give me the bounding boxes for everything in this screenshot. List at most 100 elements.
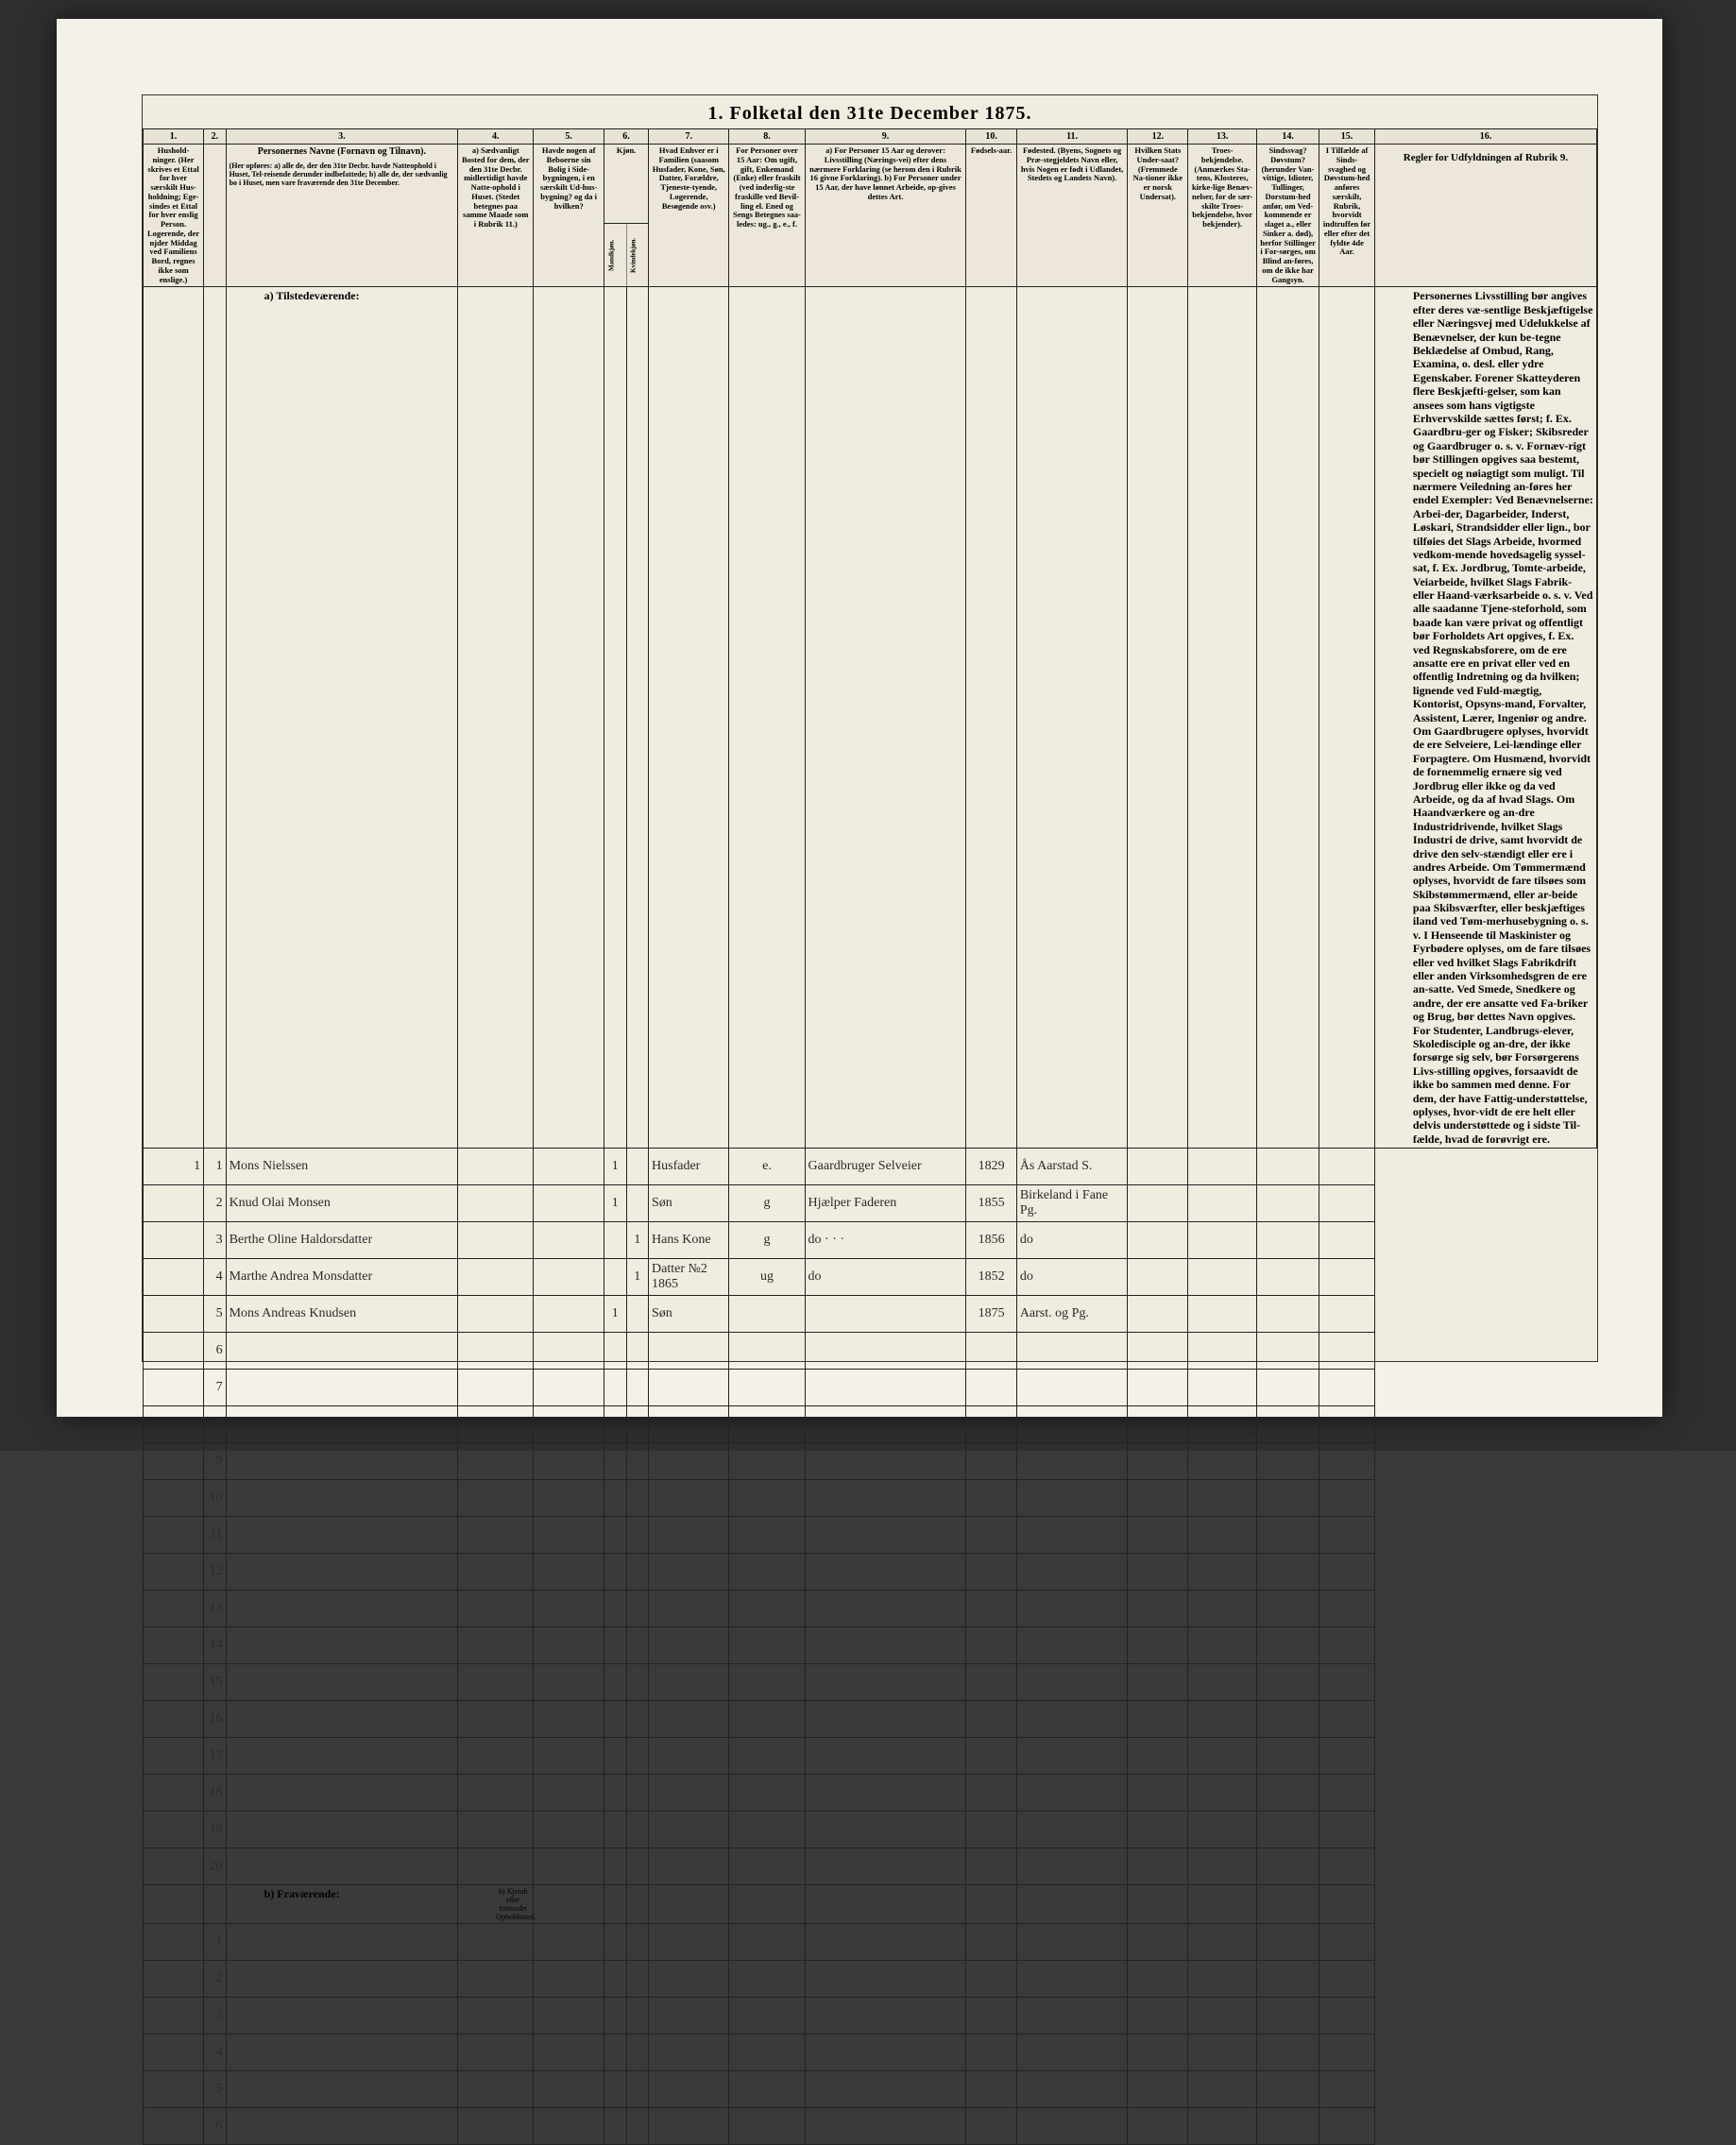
cell-9	[805, 1443, 966, 1480]
cell-11	[1016, 1370, 1127, 1406]
cell-4	[458, 1701, 534, 1738]
scanned-page: 1. Folketal den 31te December 1875.	[57, 19, 1662, 1417]
row-num: 2	[204, 1961, 226, 1998]
household-num	[144, 1812, 204, 1848]
row-num: 14	[204, 1627, 226, 1664]
colnum-16: 16.	[1374, 129, 1596, 145]
table-row: 13	[144, 1591, 1597, 1627]
cell-6a	[604, 1848, 626, 1885]
person-name	[226, 1775, 458, 1812]
cell-9	[805, 1738, 966, 1775]
cell-11	[1016, 1480, 1127, 1517]
cell-13	[1188, 1480, 1257, 1517]
cell-12	[1128, 1701, 1188, 1738]
cell-8	[729, 1406, 805, 1443]
cell-5	[534, 1775, 604, 1812]
cell-8	[729, 1701, 805, 1738]
table-row: 5Mons Andreas Knudsen1Søn1875Aarst. og P…	[144, 1296, 1597, 1333]
row-num: 1	[204, 1149, 226, 1185]
row-num: 8	[204, 1406, 226, 1443]
table-row: 16	[144, 1701, 1597, 1738]
cell-4	[458, 1259, 534, 1296]
cell-6a	[604, 1517, 626, 1554]
header-10: Fødsels-aar.	[966, 145, 1016, 287]
cell-15	[1319, 1627, 1375, 1664]
cell-6a	[604, 1406, 626, 1443]
cell-13	[1188, 1738, 1257, 1775]
cell-14	[1256, 1222, 1319, 1259]
cell-7	[649, 1443, 729, 1480]
cell-9	[805, 1517, 966, 1554]
cell-4	[458, 1738, 534, 1775]
header-9: a) For Personer 15 Aar og derover: Livss…	[805, 145, 966, 287]
cell-13	[1188, 1664, 1257, 1701]
cell-9	[805, 1333, 966, 1370]
cell-13	[1188, 1296, 1257, 1333]
cell-13	[1188, 1406, 1257, 1443]
person-name: Berthe Oline Haldorsdatter	[226, 1222, 458, 1259]
cell-14	[1256, 1664, 1319, 1701]
person-name	[226, 1554, 458, 1591]
cell-8	[729, 1738, 805, 1775]
cell-5	[534, 1738, 604, 1775]
cell-7: Hans Kone	[649, 1222, 729, 1259]
cell-12	[1128, 1406, 1188, 1443]
cell-10: 1829	[966, 1149, 1016, 1185]
cell-15	[1319, 1333, 1375, 1370]
cell-8: g	[729, 1185, 805, 1222]
table-row: 11	[144, 1517, 1597, 1554]
cell-6b: 1	[626, 1259, 648, 1296]
cell-11	[1016, 1812, 1127, 1848]
cell-10	[966, 1554, 1016, 1591]
row-num: 6	[204, 1333, 226, 1370]
household-num	[144, 1738, 204, 1775]
cell-5	[534, 1370, 604, 1406]
household-num	[144, 1961, 204, 1998]
cell-12	[1128, 1259, 1188, 1296]
cell-14	[1256, 1812, 1319, 1848]
cell-7	[649, 1480, 729, 1517]
cell-10	[966, 1480, 1016, 1517]
cell-15	[1319, 1370, 1375, 1406]
cell-9	[805, 1812, 966, 1848]
cell-15	[1319, 1480, 1375, 1517]
cell-7	[649, 1627, 729, 1664]
cell-11	[1016, 1627, 1127, 1664]
person-name	[226, 1333, 458, 1370]
cell-12	[1128, 1222, 1188, 1259]
person-name	[226, 1738, 458, 1775]
table-row: 6	[144, 1333, 1597, 1370]
cell-5	[534, 1333, 604, 1370]
cell-8	[729, 1775, 805, 1812]
header-6a: Mandkjøn.	[604, 224, 626, 287]
cell-15	[1319, 1591, 1375, 1627]
person-name	[226, 1627, 458, 1664]
cell-11	[1016, 1848, 1127, 1885]
cell-6a	[604, 1812, 626, 1848]
cell-8	[729, 1517, 805, 1554]
cell-14	[1256, 1443, 1319, 1480]
cell-6b	[626, 1149, 648, 1185]
cell-6a: 1	[604, 1149, 626, 1185]
cell-13	[1188, 1185, 1257, 1222]
cell-13	[1188, 1701, 1257, 1738]
person-name	[226, 1924, 458, 1961]
cell-10	[966, 1370, 1016, 1406]
cell-10	[966, 1333, 1016, 1370]
cell-7: Husfader	[649, 1149, 729, 1185]
cell-4	[458, 1480, 534, 1517]
cell-15	[1319, 1554, 1375, 1591]
cell-8: ug	[729, 1259, 805, 1296]
cell-13	[1188, 1259, 1257, 1296]
cell-10: 1855	[966, 1185, 1016, 1222]
header-2	[204, 145, 226, 287]
header-15: I Tilfælde af Sinds-svaghed og Døvstum-h…	[1319, 145, 1375, 287]
cell-6b	[626, 1848, 648, 1885]
colnum-11: 11.	[1016, 129, 1127, 145]
cell-4	[458, 1812, 534, 1848]
cell-6a	[604, 1591, 626, 1627]
cell-6b: 1	[626, 1222, 648, 1259]
table-row: 20	[144, 1848, 1597, 1885]
person-name	[226, 2108, 458, 2145]
cell-6b	[626, 1333, 648, 1370]
